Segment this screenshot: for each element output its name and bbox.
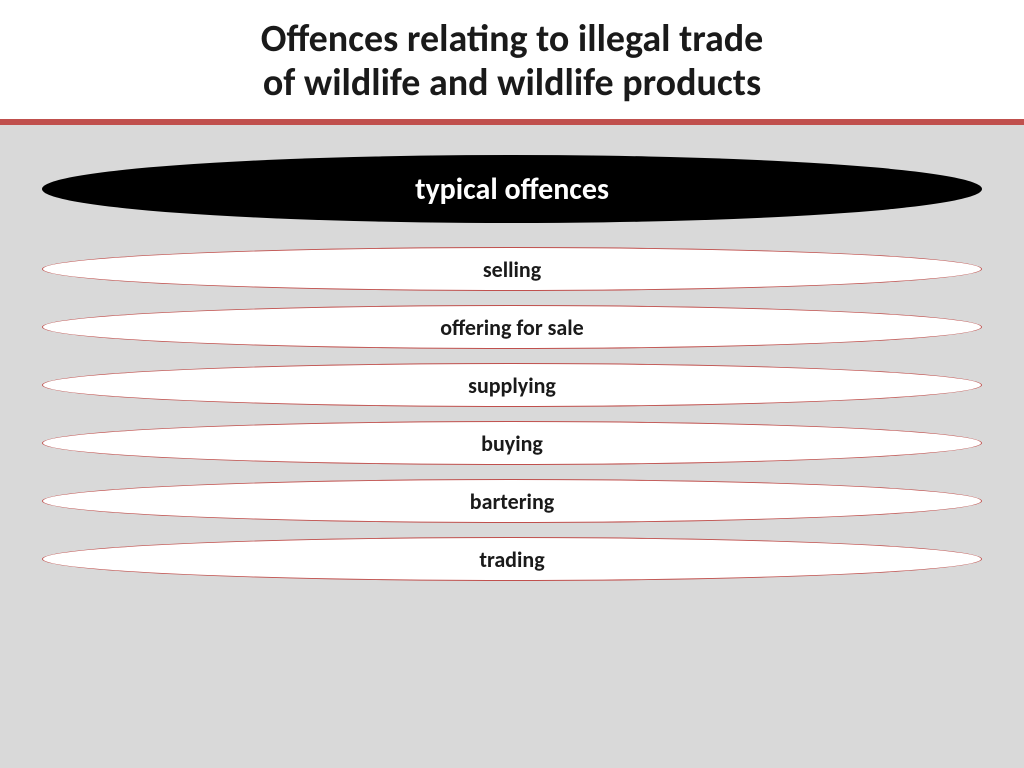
item-label: offering for sale <box>440 314 584 341</box>
header-ellipse: typical offences <box>42 155 982 223</box>
item-ellipse: offering for sale <box>42 305 982 349</box>
item-label: supplying <box>468 372 556 399</box>
item-ellipse: selling <box>42 247 982 291</box>
item-label: trading <box>479 546 544 573</box>
item-ellipse: trading <box>42 537 982 581</box>
item-ellipse: supplying <box>42 363 982 407</box>
item-label: selling <box>483 256 541 283</box>
item-label: buying <box>481 430 543 457</box>
title-line-1: Offences relating to illegal trade <box>261 16 763 62</box>
title-line-2: of wildlife and wildlife products <box>263 60 761 106</box>
header-area: Offences relating to illegal trade of wi… <box>0 0 1024 119</box>
slide-title: Offences relating to illegal trade of wi… <box>20 18 1004 105</box>
items-container: selling offering for sale supplying buying b… <box>40 247 984 581</box>
header-ellipse-label: typical offences <box>415 171 609 208</box>
slide: Offences relating to illegal trade of wi… <box>0 0 1024 768</box>
item-ellipse: buying <box>42 421 982 465</box>
body-area: typical offences selling offering for sal… <box>0 125 1024 768</box>
item-label: bartering <box>470 488 554 515</box>
item-ellipse: bartering <box>42 479 982 523</box>
